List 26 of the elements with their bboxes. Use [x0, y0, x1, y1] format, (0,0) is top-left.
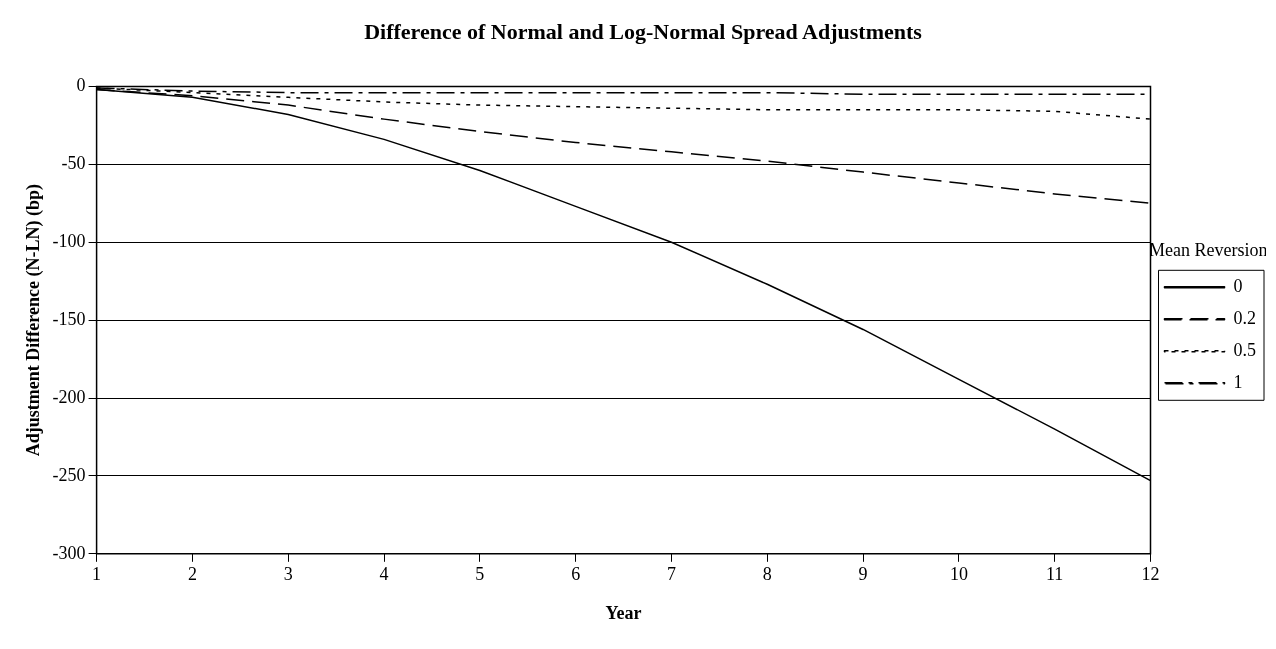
x-tick-label: 3	[283, 564, 293, 585]
x-tick-label: 6	[571, 564, 581, 585]
x-tick-label: 1	[92, 564, 102, 585]
y-tick-label: -300	[52, 542, 86, 563]
legend-label: 0	[1233, 276, 1243, 297]
y-tick-label: 0	[76, 75, 86, 96]
x-tick-label: 7	[666, 564, 676, 585]
legend-label: 0.2	[1233, 308, 1256, 329]
x-axis-title: Year	[605, 602, 642, 623]
x-tick-label: 4	[379, 564, 389, 585]
x-tick-label: 9	[858, 564, 868, 585]
legend-label: 1	[1233, 372, 1243, 393]
y-tick-label: -150	[52, 308, 86, 329]
x-tick-label: 12	[1141, 564, 1160, 585]
y-tick-label: -200	[52, 386, 86, 407]
chart-title: Difference of Normal and Log-Normal Spread Adjustments	[364, 18, 923, 44]
x-tick-label: 8	[762, 564, 772, 585]
y-tick-label: -250	[52, 464, 86, 485]
x-tick-label: 5	[475, 564, 485, 585]
x-tick-label: 10	[949, 564, 968, 585]
x-tick-label: 11	[1046, 564, 1064, 585]
y-tick-label: -100	[52, 230, 86, 251]
x-tick-label: 2	[187, 564, 197, 585]
y-axis-title: Adjustment Difference (N-LN) (bp)	[23, 184, 45, 457]
legend-label: 0.5	[1233, 340, 1256, 361]
y-tick-label: -50	[61, 153, 86, 174]
